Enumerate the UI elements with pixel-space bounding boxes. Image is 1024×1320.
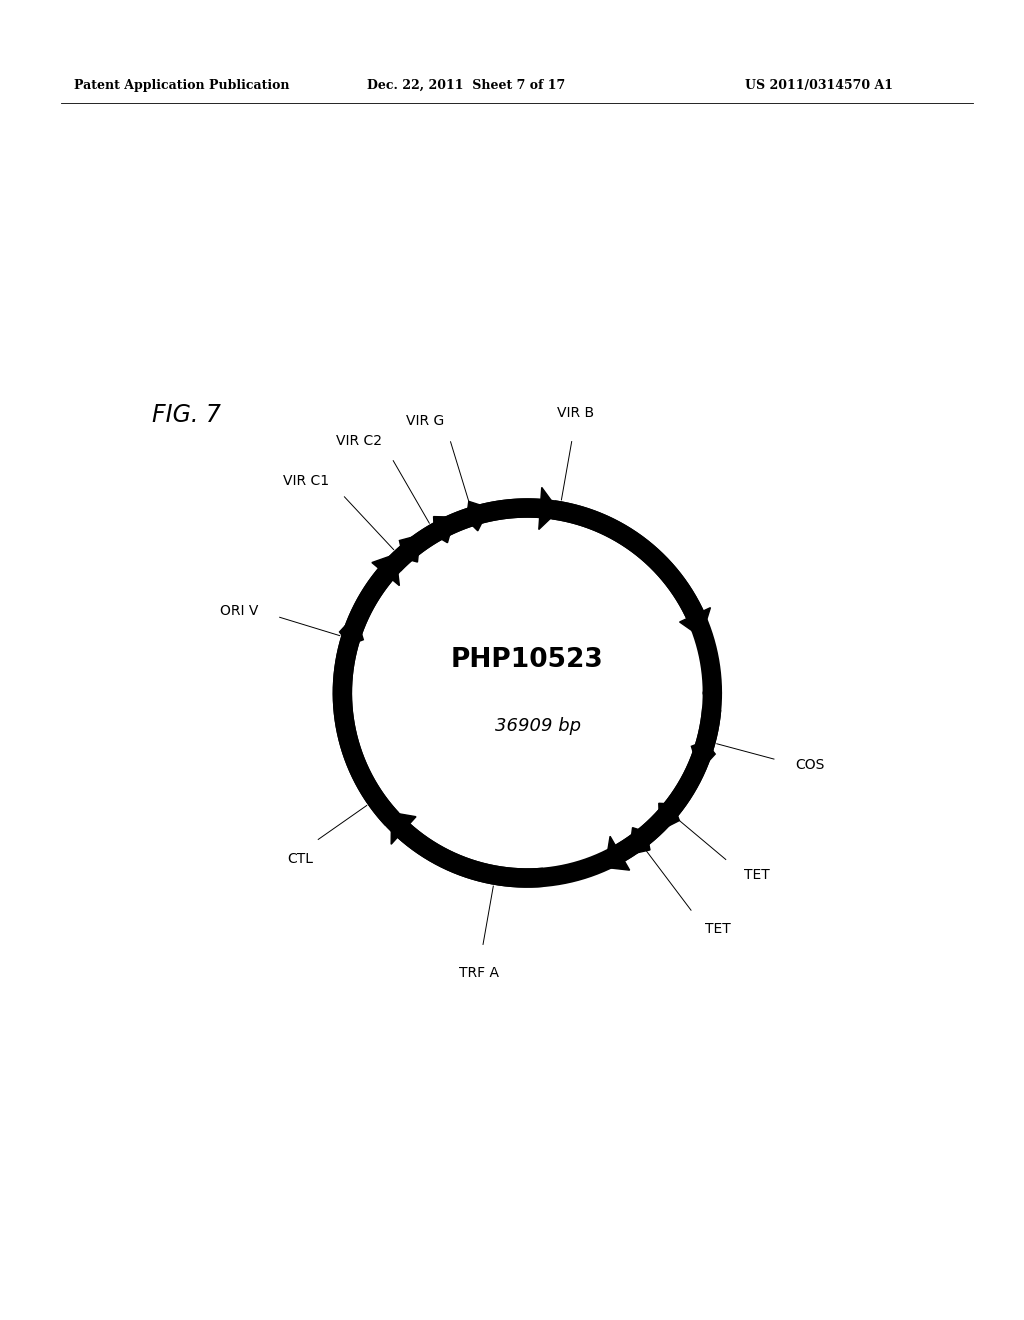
Text: TET: TET — [744, 869, 770, 882]
Polygon shape — [658, 804, 679, 830]
Text: CTL: CTL — [287, 853, 313, 866]
Polygon shape — [372, 554, 399, 586]
Polygon shape — [399, 535, 420, 562]
Text: Dec. 22, 2011  Sheet 7 of 17: Dec. 22, 2011 Sheet 7 of 17 — [367, 79, 565, 92]
Polygon shape — [605, 837, 630, 870]
Text: COS: COS — [796, 758, 824, 772]
Polygon shape — [691, 741, 715, 772]
Polygon shape — [629, 828, 650, 854]
Text: TET: TET — [706, 923, 731, 936]
Polygon shape — [391, 813, 416, 845]
Text: VIR G: VIR G — [406, 413, 444, 428]
Text: VIR B: VIR B — [557, 405, 594, 420]
Text: VIR C1: VIR C1 — [284, 474, 330, 487]
Polygon shape — [433, 516, 455, 543]
Text: Patent Application Publication: Patent Application Publication — [74, 79, 289, 92]
Text: PHP10523: PHP10523 — [451, 647, 604, 673]
Text: VIR C2: VIR C2 — [336, 434, 382, 449]
Polygon shape — [539, 487, 559, 529]
Text: 36909 bp: 36909 bp — [496, 717, 582, 735]
Text: US 2011/0314570 A1: US 2011/0314570 A1 — [745, 79, 894, 92]
Text: FIG. 7: FIG. 7 — [152, 403, 220, 426]
Polygon shape — [680, 607, 711, 638]
Polygon shape — [340, 614, 364, 645]
Text: ORI V: ORI V — [220, 603, 258, 618]
Polygon shape — [466, 502, 489, 531]
Text: TRF A: TRF A — [459, 966, 499, 981]
